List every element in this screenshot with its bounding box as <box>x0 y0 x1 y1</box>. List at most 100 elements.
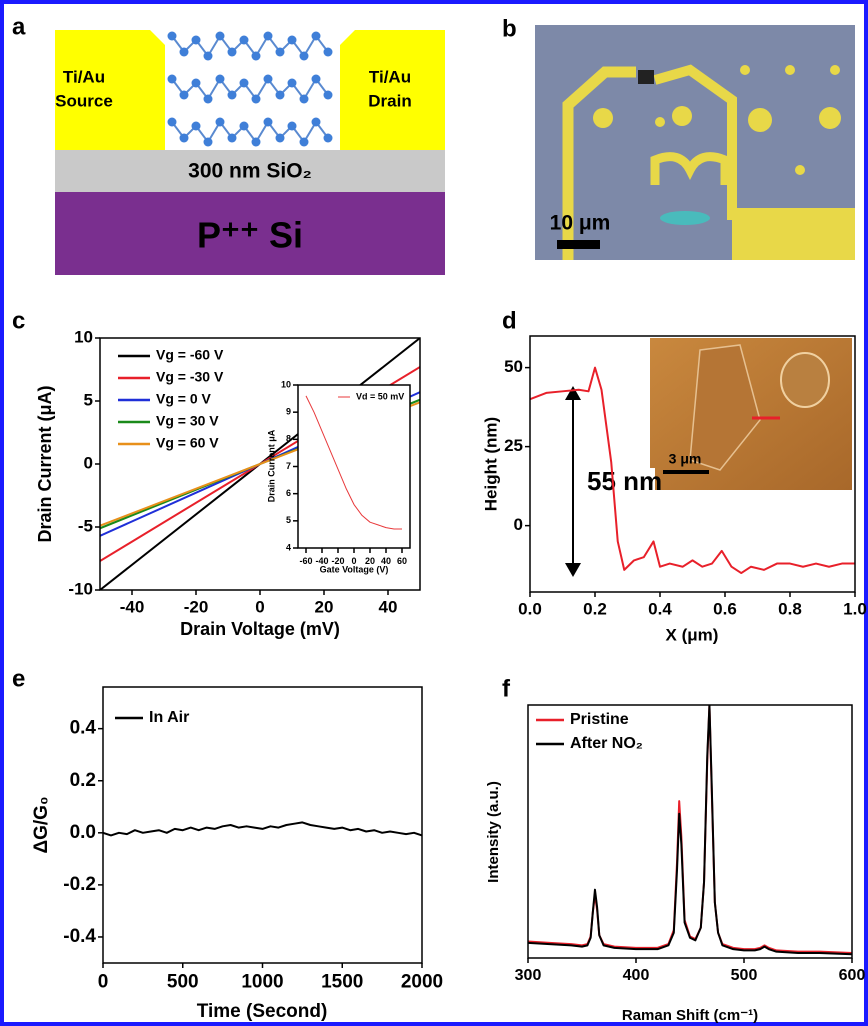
x-tick-label: 20 <box>315 598 334 617</box>
disk <box>780 352 830 408</box>
y-tick-label: 7 <box>286 461 291 471</box>
y-tick-label: 4 <box>286 542 291 552</box>
legend-label: Vg = 0 V <box>156 391 212 407</box>
dot <box>795 165 805 175</box>
afm-inset: 3 μm <box>650 338 852 490</box>
y-tick-label: 10 <box>281 379 291 389</box>
x-tick-label: 0 <box>98 971 109 992</box>
optical-image: 10 μm <box>535 25 855 260</box>
x-tick-label: 1000 <box>241 971 283 992</box>
x-tick-label: -20 <box>331 556 344 566</box>
x-tick-label: 40 <box>379 598 398 617</box>
scale-label: 10 μm <box>550 212 611 235</box>
y-tick-label: 0 <box>84 453 93 472</box>
atom <box>251 51 261 61</box>
plot-frame <box>527 704 853 959</box>
atom <box>311 31 321 41</box>
flake <box>660 211 710 225</box>
legend-label: In Air <box>149 709 189 726</box>
data-line <box>305 395 402 530</box>
legend-label: Vg = 30 V <box>156 413 219 429</box>
y-tick-label: 0 <box>514 515 523 534</box>
x-tick-label: 1500 <box>321 971 363 992</box>
electrode-label: Drain <box>368 91 411 110</box>
atom <box>227 90 237 100</box>
atom <box>275 90 285 100</box>
atom <box>203 137 213 147</box>
annotation: 55 nm <box>587 466 662 496</box>
atom <box>263 31 273 41</box>
legend-label: After NO₂ <box>570 735 643 752</box>
x-tick-label: 0 <box>351 556 356 566</box>
atom <box>275 133 285 143</box>
atom <box>179 133 189 143</box>
atom <box>299 51 309 61</box>
x-tick-label: 0.6 <box>713 600 737 619</box>
y-tick-label: 0.0 <box>70 822 96 843</box>
data-line <box>530 366 855 575</box>
atom <box>263 117 273 127</box>
legend-label: Vg = -30 V <box>156 369 224 385</box>
atom <box>215 117 225 127</box>
dot <box>819 107 841 129</box>
atom <box>167 74 177 84</box>
y-tick-label: 5 <box>84 390 93 409</box>
y-tick-label: -10 <box>68 579 93 598</box>
atom <box>167 31 177 41</box>
x-tick-label: 500 <box>167 971 199 992</box>
chart: 0.0 0.2 0.4 0.6 0.8 1.0 0 25 50 X (μm) Height (nm) <box>481 335 867 644</box>
substrate-label: P⁺⁺ Si <box>197 215 303 256</box>
dot <box>593 108 613 128</box>
y-axis-title: Intensity (a.u.) <box>485 781 502 883</box>
pad <box>732 208 855 260</box>
atom <box>215 31 225 41</box>
series-group <box>528 705 852 956</box>
y-tick-label: 9 <box>286 407 291 417</box>
atom <box>215 74 225 84</box>
atom <box>203 51 213 61</box>
trace <box>562 66 636 260</box>
x-tick-label: 60 <box>397 556 407 566</box>
atom <box>191 35 201 45</box>
y-tick-label: 0.2 <box>70 770 96 791</box>
x-tick-label: 2000 <box>401 971 443 992</box>
series-group <box>305 395 402 530</box>
x-tick-label: 0.8 <box>778 600 802 619</box>
atom <box>239 35 249 45</box>
legend-label: Vg = -60 V <box>156 347 224 363</box>
label-background <box>583 468 655 496</box>
chart: 300 400 500 600 Pristine After NO₂ Raman Shift… <box>485 704 865 1024</box>
x-tick-label: -60 <box>299 556 312 566</box>
x-tick-label: 300 <box>515 967 542 984</box>
y-tick-label: 5 <box>286 515 291 525</box>
atom <box>311 117 321 127</box>
scale-label: 3 μm <box>669 451 702 467</box>
plot-frame <box>297 384 411 549</box>
atom <box>287 121 297 131</box>
atom <box>179 90 189 100</box>
y-tick-label: 25 <box>504 436 523 455</box>
y-axis-title: Height (nm) <box>481 417 500 511</box>
dot <box>748 108 772 132</box>
x-tick-label: 40 <box>381 556 391 566</box>
chart: 0 500 1000 1500 2000 -0.4 -0.2 0.0 0.2 0.4 In Air T… <box>31 686 443 1022</box>
y-axis-title: Drain Current μA <box>266 429 276 502</box>
y-tick-label: 10 <box>74 327 93 346</box>
atom <box>191 78 201 88</box>
y-tick-label: 0.4 <box>70 718 97 739</box>
atom <box>191 121 201 131</box>
atom <box>323 133 333 143</box>
x-axis-title: Gate Voltage (V) <box>320 564 389 574</box>
atom <box>299 137 309 147</box>
panel-label: c <box>12 307 25 334</box>
source-electrode <box>55 30 165 150</box>
atom <box>239 121 249 131</box>
y-tick-label: -0.4 <box>63 926 96 947</box>
panel-label: d <box>502 307 517 334</box>
atom <box>275 47 285 57</box>
x-axis-title: X (μm) <box>666 625 719 644</box>
x-tick-label: -40 <box>120 598 145 617</box>
atom <box>179 47 189 57</box>
